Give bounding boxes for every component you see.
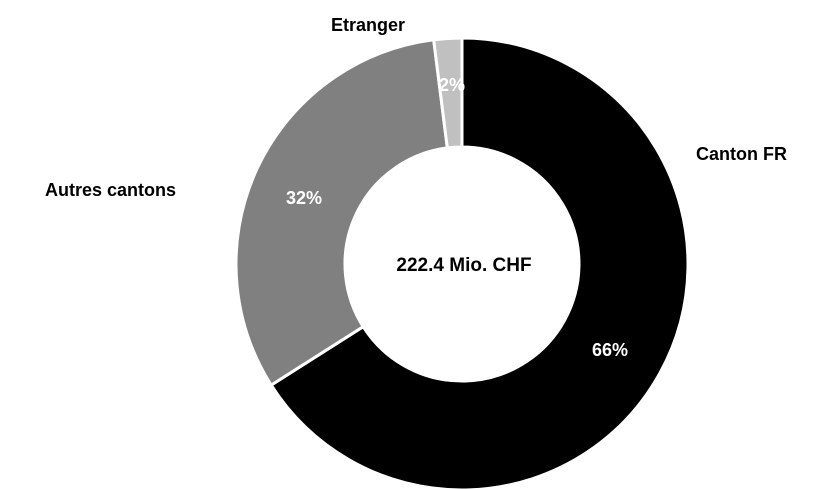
category-label-canton-fr: Canton FR [696, 144, 787, 164]
category-label-etranger: Etranger [331, 15, 405, 35]
category-label-autres-cantons: Autres cantons [45, 180, 176, 200]
value-label-etranger: 2% [439, 75, 465, 95]
slice-autres-cantons [234, 38, 450, 388]
slice-etranger [431, 36, 464, 150]
value-label-canton-fr: 66% [592, 340, 628, 360]
slices-group [234, 36, 690, 489]
center-total-label: 222.4 Mio. CHF [396, 255, 531, 276]
value-label-autres-cantons: 32% [286, 188, 322, 208]
slice-canton-fr [269, 36, 690, 489]
